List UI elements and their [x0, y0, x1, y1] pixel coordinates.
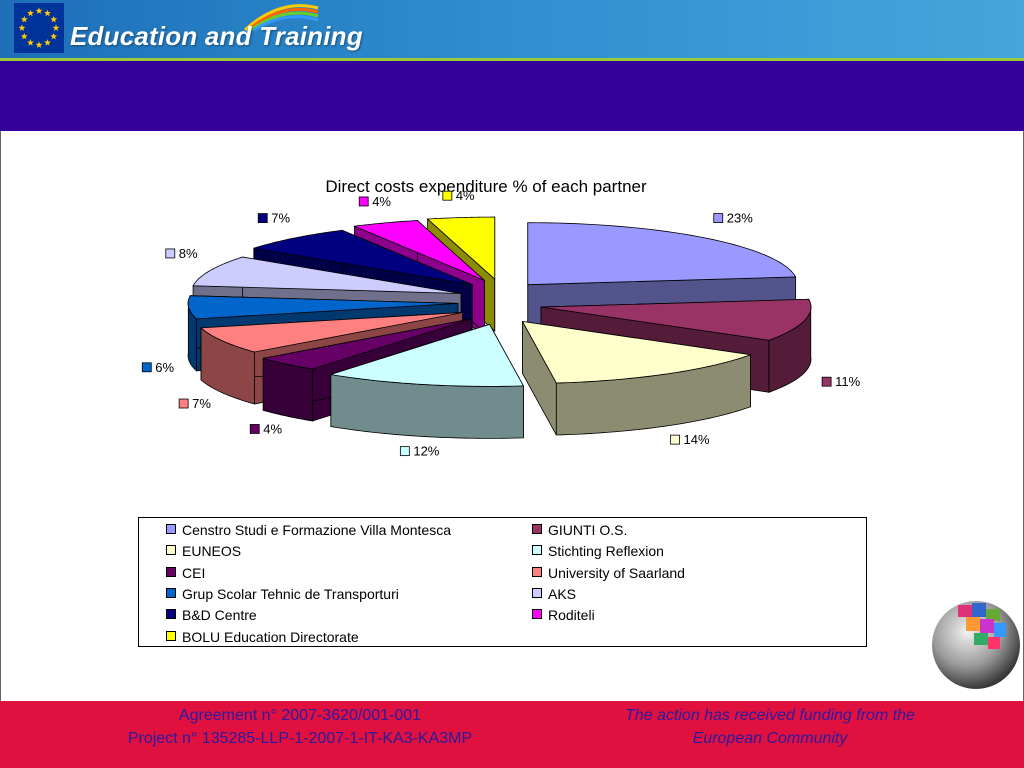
slice-label-swatch — [165, 248, 176, 259]
slice-label-text: 4% — [456, 188, 475, 203]
chart-title: Direct costs expenditure % of each partn… — [325, 177, 647, 196]
slice-label-text: 12% — [413, 444, 439, 459]
slice-label-swatch — [358, 196, 369, 207]
slice-label: 4% — [358, 194, 391, 209]
slice-label-swatch — [399, 446, 410, 457]
slice-label-text: 7% — [192, 396, 211, 411]
legend-label: B&D Centre — [182, 607, 257, 624]
chart-legend: Censtro Studi e Formazione Villa Montesc… — [138, 517, 867, 647]
legend-item: CEI — [166, 564, 205, 582]
slice-label-text: 11% — [835, 374, 860, 389]
slice-label-text: 4% — [263, 421, 282, 436]
slice-label-text: 14% — [684, 432, 710, 447]
legend-label: EUNEOS — [182, 543, 242, 560]
agreement-number: Agreement n° 2007-3620/001-001 — [178, 707, 422, 724]
legend-label: CEI — [182, 564, 206, 581]
legend-label: University of Saarland — [548, 564, 685, 581]
legend-swatch — [166, 545, 176, 556]
legend-swatch — [532, 566, 542, 577]
slice-label-swatch — [821, 376, 832, 387]
legend-label: Stichting Reflexion — [548, 543, 664, 560]
slice-label-swatch — [713, 213, 724, 223]
legend-item: Censtro Studi e Formazione Villa Montesc… — [166, 521, 451, 539]
slice-label-swatch — [249, 424, 260, 434]
legend-swatch — [532, 524, 542, 534]
legend-item: Roditeli — [532, 606, 595, 624]
project-number: Project n° 135285-LLP-1-2007-1-IT-KA3-KA… — [127, 730, 473, 747]
eu-star — [44, 39, 51, 46]
legend-swatch — [532, 545, 542, 556]
legend-swatch — [166, 524, 176, 534]
footer-bar: Agreement n° 2007-3620/001-001 Project n… — [0, 701, 1024, 768]
legend-swatch — [166, 566, 176, 577]
legend-swatch — [532, 609, 542, 620]
slice-label: 14% — [670, 432, 710, 447]
legend-item: GIUNTI O.S. — [532, 521, 627, 539]
legend-label: Grup Scolar Tehnic de Transporturi — [182, 585, 399, 602]
pie-slice — [521, 320, 751, 436]
slice-label: 8% — [165, 246, 198, 261]
slice-label-text: 23% — [727, 211, 753, 226]
slice-label: 4% — [442, 188, 475, 203]
legend-label: Censtro Studi e Formazione Villa Montesc… — [182, 522, 451, 538]
legend-item: University of Saarland — [532, 564, 685, 582]
slice-label: 23% — [713, 211, 753, 226]
slice-label-swatch — [257, 213, 268, 223]
funding-notice-line1: The action has received funding from the — [625, 707, 915, 724]
slice-label: 7% — [257, 211, 290, 226]
legend-swatch — [166, 609, 176, 620]
eu-star — [27, 9, 34, 17]
pie-chart: 23% 11% 14% 12% 4% 7% 6% 8% 7% 4% 4% — [141, 188, 861, 459]
legend-swatch — [532, 587, 542, 598]
legend-label: Roditeli — [548, 607, 595, 624]
title-band — [0, 61, 1024, 131]
eu-star — [50, 32, 58, 40]
slice-label-text: 8% — [179, 246, 198, 261]
legend-label: AKS — [548, 585, 577, 602]
slice-label-swatch — [178, 398, 189, 409]
legend-swatch — [166, 587, 176, 598]
legend-item: Stichting Reflexion — [532, 542, 664, 560]
legend-swatch — [166, 630, 176, 641]
slice-label: 4% — [249, 421, 282, 436]
eu-star — [35, 7, 43, 14]
legend-item: B&D Centre — [166, 606, 257, 624]
slice-label-swatch — [141, 362, 152, 373]
legend-label: GIUNTI O.S. — [548, 522, 628, 538]
eu-star — [18, 24, 26, 31]
rainbow-swoosh-icon — [243, 4, 319, 32]
brand-title: Education and Training — [70, 21, 363, 51]
slice-label-text: 6% — [155, 360, 174, 375]
legend-item: BOLU Education Directorate — [166, 628, 359, 646]
slice-label: 11% — [821, 374, 861, 389]
funding-notice-line2: European Community — [692, 730, 848, 747]
header-bar: Education and Training — [0, 0, 1024, 58]
eu-star — [52, 24, 60, 31]
puzzle-globe-icon — [932, 601, 1020, 689]
slice-label: 12% — [399, 444, 440, 459]
header-divider — [0, 58, 1024, 61]
eu-star — [50, 15, 58, 23]
legend-item: EUNEOS — [166, 542, 241, 560]
eu-star — [44, 9, 51, 17]
eu-star — [20, 32, 28, 40]
eu-star — [27, 39, 34, 46]
legend-label: BOLU Education Directorate — [182, 628, 359, 645]
slice-label-swatch — [442, 190, 453, 201]
pie-slice — [330, 323, 525, 439]
slice-label-swatch — [670, 434, 680, 445]
legend-item: Grup Scolar Tehnic de Transporturi — [166, 585, 399, 603]
eu-stars-icon — [14, 3, 64, 53]
slice-label-text: 4% — [372, 194, 391, 209]
legend-item: AKS — [532, 585, 576, 603]
eu-star — [20, 15, 28, 23]
eu-star — [35, 41, 43, 48]
slice-label: 7% — [178, 396, 211, 411]
slide-border-left — [0, 131, 1, 701]
slice-label: 6% — [141, 360, 175, 375]
slice-label-text: 7% — [271, 211, 290, 226]
